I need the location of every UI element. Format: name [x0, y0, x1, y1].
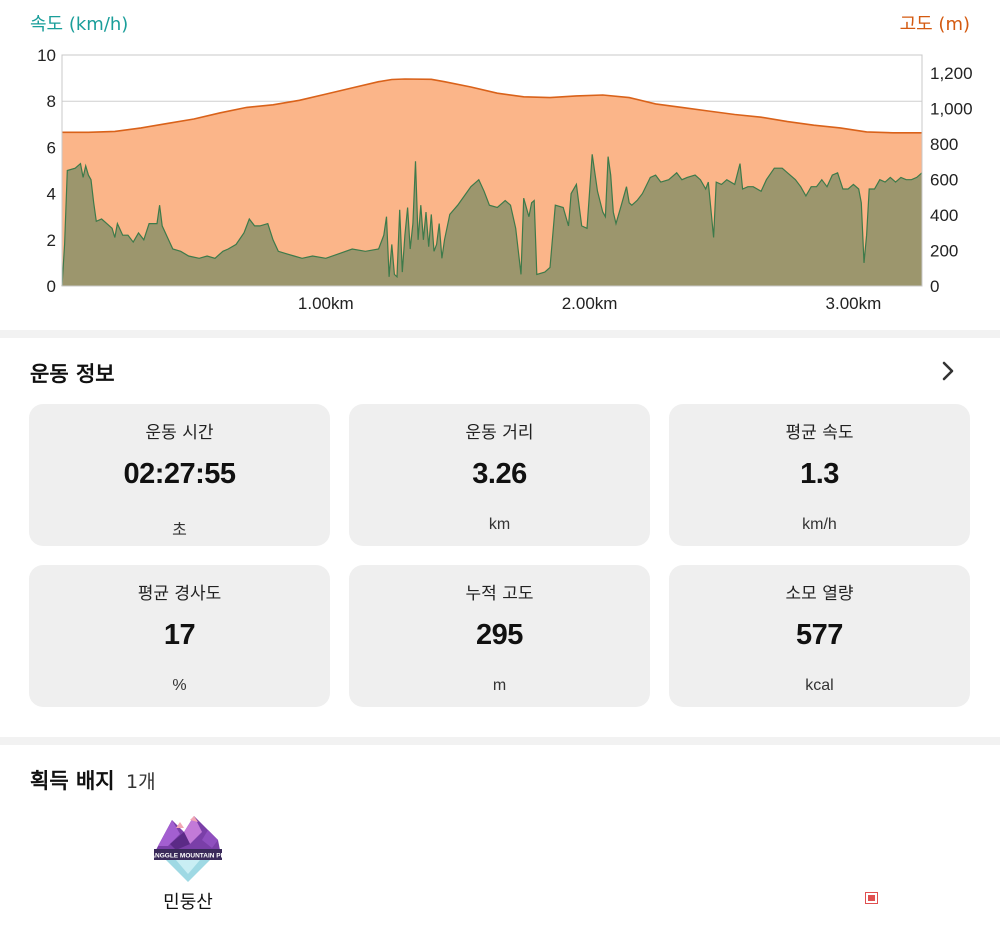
- left-tick-label: 6: [47, 138, 56, 157]
- speed-axis-title: 속도 (km/h): [30, 14, 129, 35]
- altitude-axis-title: 고도 (m): [899, 14, 970, 35]
- plot-frame: [61, 54, 923, 287]
- left-axis-ticks: 0 2 4 6 8 10: [37, 46, 56, 296]
- x-axis-ticks: 1.00km 2.00km 3.00km: [298, 294, 881, 313]
- exercise-info-title: 운동 정보: [30, 362, 115, 386]
- left-tick-label: 10: [37, 46, 56, 65]
- altitude-line: [62, 78, 922, 134]
- stat-value: 17: [163, 619, 196, 651]
- stat-label: 운동 거리: [465, 423, 534, 443]
- right-tick-label: 1,000: [930, 99, 973, 118]
- stamp-icon: [865, 892, 878, 904]
- stat-card-distance: 운동 거리 3.26 km: [349, 404, 650, 546]
- stat-unit: 초: [172, 522, 187, 539]
- stat-label: 소모 열량: [785, 584, 854, 604]
- stat-unit: kcal: [805, 677, 834, 694]
- left-tick-label: 4: [47, 185, 56, 204]
- right-tick-label: 200: [930, 241, 958, 260]
- chevron-right-icon[interactable]: [936, 358, 960, 384]
- stat-value: 1.3: [800, 458, 839, 490]
- badge-name: 민둥산: [163, 892, 213, 913]
- stat-label: 평균 속도: [785, 423, 854, 443]
- right-tick-label: 0: [930, 277, 939, 296]
- left-tick-label: 8: [47, 92, 56, 111]
- right-tick-label: 800: [930, 135, 958, 154]
- stat-label: 누적 고도: [465, 584, 534, 604]
- badge-text: TRANGGLE MOUNTAIN PEAK: [142, 853, 235, 860]
- stat-unit: km: [488, 516, 511, 533]
- stat-value: 02:27:55: [123, 458, 236, 490]
- x-tick-label: 2.00km: [562, 294, 618, 313]
- badges-count: 1개: [126, 771, 156, 793]
- stat-unit: km/h: [802, 516, 837, 533]
- right-tick-label: 400: [930, 206, 958, 225]
- mountain-badge-icon: TRANGGLE MOUNTAIN PEAK: [142, 816, 235, 882]
- right-tick-label: 1,200: [930, 64, 973, 83]
- badge-item[interactable]: TRANGGLE MOUNTAIN PEAK 민둥산: [140, 810, 236, 913]
- left-tick-label: 2: [47, 231, 56, 250]
- stat-unit: m: [492, 677, 507, 694]
- stat-card-average-slope: 평균 경사도 17 %: [29, 565, 330, 707]
- stat-unit: %: [172, 677, 187, 694]
- stat-card-average-speed: 평균 속도 1.3 km/h: [669, 404, 970, 546]
- stat-label: 평균 경사도: [137, 584, 222, 604]
- stat-value: 3.26: [472, 458, 527, 490]
- section-divider: [0, 330, 1000, 338]
- badges-title: 획득 배지: [30, 769, 115, 793]
- right-axis-ticks: 0 200 400 600 800 1,000 1,200: [930, 64, 973, 296]
- section-divider: [0, 737, 1000, 745]
- right-tick-label: 600: [930, 170, 958, 189]
- stat-card-exercise-time: 운동 시간 02:27:55 초: [29, 404, 330, 546]
- elevation-speed-chart: 속도 (km/h) 고도 (m) 0 2 4 6 8 10 0 200 400 600 800 1,…: [0, 0, 1000, 330]
- stat-card-cumulative-altitude: 누적 고도 295 m: [349, 565, 650, 707]
- x-tick-label: 3.00km: [826, 294, 882, 313]
- speed-line: [61, 154, 923, 287]
- x-tick-label: 1.00km: [298, 294, 354, 313]
- stat-value: 577: [796, 619, 843, 651]
- stat-value: 295: [476, 619, 523, 651]
- chart-canvas: 0 2 4 6 8 10 0 200 400 600 800 1,000 1,200 1.00km 2.…: [37, 46, 973, 313]
- stat-label: 운동 시간: [145, 423, 214, 443]
- left-tick-label: 0: [47, 277, 56, 296]
- stat-card-calories: 소모 열량 577 kcal: [669, 565, 970, 707]
